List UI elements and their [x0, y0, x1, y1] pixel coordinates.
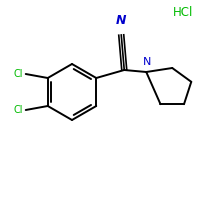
Text: Cl: Cl: [13, 69, 23, 79]
Text: N: N: [116, 14, 126, 27]
Text: Cl: Cl: [13, 105, 23, 115]
Text: HCl: HCl: [173, 5, 193, 19]
Text: N: N: [143, 57, 151, 67]
